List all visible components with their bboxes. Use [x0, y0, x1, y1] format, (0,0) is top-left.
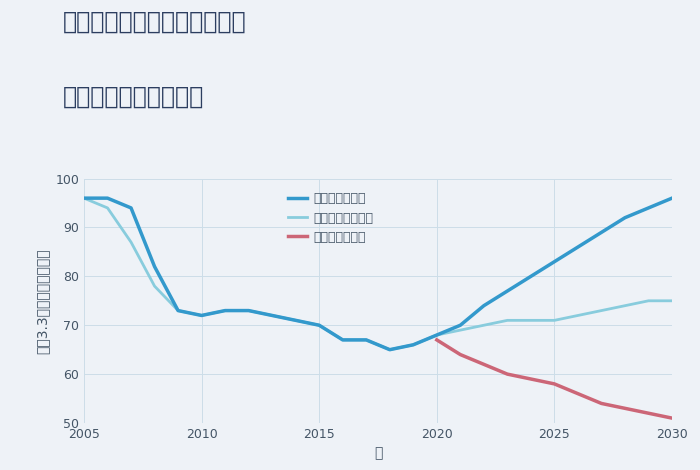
グッドシナリオ — [268, 313, 277, 318]
グッドシナリオ — [550, 259, 559, 265]
ノーマルシナリオ — [197, 313, 206, 318]
グッドシナリオ — [574, 244, 582, 250]
Text: 三重県津市安濃町東観音寺の: 三重県津市安濃町東観音寺の — [63, 9, 246, 33]
グッドシナリオ — [409, 342, 417, 348]
ノーマルシナリオ — [409, 342, 417, 348]
グッドシナリオ — [526, 274, 535, 279]
グッドシナリオ — [480, 303, 488, 308]
ノーマルシナリオ — [503, 318, 512, 323]
Line: バッドシナリオ: バッドシナリオ — [437, 340, 672, 418]
グッドシナリオ — [386, 347, 394, 352]
グッドシナリオ — [456, 322, 465, 328]
ノーマルシナリオ — [668, 298, 676, 304]
バッドシナリオ — [526, 376, 535, 382]
グッドシナリオ — [197, 313, 206, 318]
ノーマルシナリオ — [386, 347, 394, 352]
バッドシナリオ — [456, 352, 465, 357]
Y-axis label: 坪（3.3㎡）単価（万円）: 坪（3.3㎡）単価（万円） — [36, 248, 50, 353]
グッドシナリオ — [291, 318, 300, 323]
グッドシナリオ — [339, 337, 347, 343]
Line: ノーマルシナリオ: ノーマルシナリオ — [84, 198, 672, 350]
グッドシナリオ — [127, 205, 135, 211]
グッドシナリオ — [644, 205, 652, 211]
グッドシナリオ — [597, 229, 606, 235]
X-axis label: 年: 年 — [374, 446, 382, 461]
バッドシナリオ — [503, 371, 512, 377]
グッドシナリオ — [221, 308, 230, 313]
ノーマルシナリオ — [362, 337, 370, 343]
Line: グッドシナリオ: グッドシナリオ — [84, 198, 672, 350]
ノーマルシナリオ — [644, 298, 652, 304]
ノーマルシナリオ — [621, 303, 629, 308]
バッドシナリオ — [644, 410, 652, 416]
ノーマルシナリオ — [433, 332, 441, 338]
ノーマルシナリオ — [174, 308, 182, 313]
グッドシナリオ — [503, 288, 512, 294]
グッドシナリオ — [362, 337, 370, 343]
ノーマルシナリオ — [315, 322, 323, 328]
バッドシナリオ — [621, 406, 629, 411]
バッドシナリオ — [550, 381, 559, 387]
ノーマルシナリオ — [291, 318, 300, 323]
ノーマルシナリオ — [104, 205, 112, 211]
グッドシナリオ — [315, 322, 323, 328]
グッドシナリオ — [668, 196, 676, 201]
ノーマルシナリオ — [150, 283, 159, 289]
グッドシナリオ — [104, 196, 112, 201]
バッドシナリオ — [480, 361, 488, 367]
グッドシナリオ — [150, 264, 159, 269]
ノーマルシナリオ — [550, 318, 559, 323]
グッドシナリオ — [433, 332, 441, 338]
バッドシナリオ — [597, 400, 606, 406]
Legend: グッドシナリオ, ノーマルシナリオ, バッドシナリオ: グッドシナリオ, ノーマルシナリオ, バッドシナリオ — [284, 187, 379, 249]
ノーマルシナリオ — [80, 196, 88, 201]
ノーマルシナリオ — [526, 318, 535, 323]
ノーマルシナリオ — [480, 322, 488, 328]
グッドシナリオ — [244, 308, 253, 313]
ノーマルシナリオ — [456, 327, 465, 333]
グッドシナリオ — [80, 196, 88, 201]
Text: 中古戸建ての価格推移: 中古戸建ての価格推移 — [63, 85, 204, 109]
バッドシナリオ — [574, 391, 582, 397]
ノーマルシナリオ — [339, 337, 347, 343]
ノーマルシナリオ — [268, 313, 277, 318]
ノーマルシナリオ — [574, 313, 582, 318]
ノーマルシナリオ — [597, 308, 606, 313]
バッドシナリオ — [433, 337, 441, 343]
ノーマルシナリオ — [244, 308, 253, 313]
ノーマルシナリオ — [127, 239, 135, 245]
グッドシナリオ — [174, 308, 182, 313]
グッドシナリオ — [621, 215, 629, 220]
ノーマルシナリオ — [221, 308, 230, 313]
バッドシナリオ — [668, 415, 676, 421]
